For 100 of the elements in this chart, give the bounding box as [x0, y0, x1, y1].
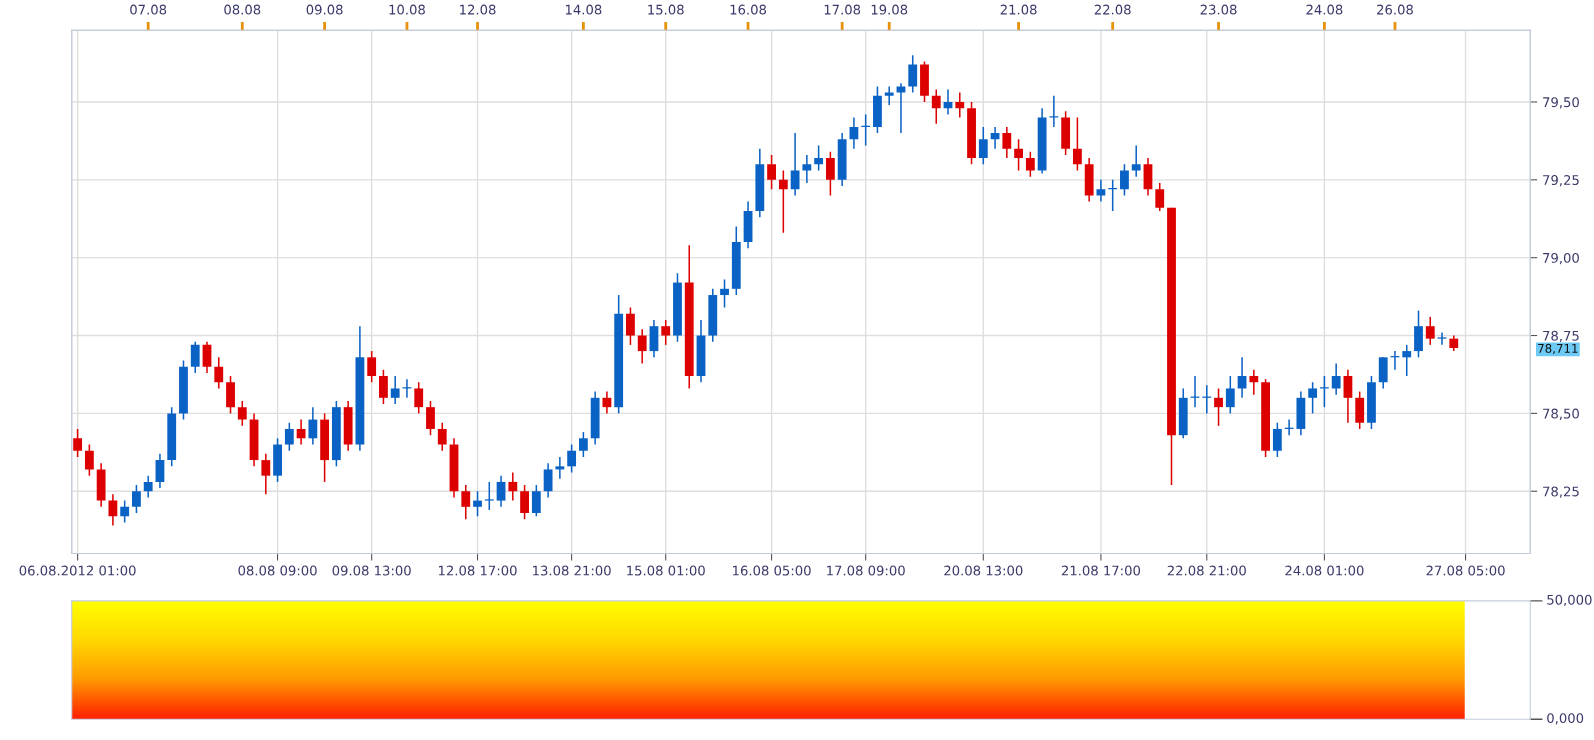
candlestick — [1225, 375, 1235, 415]
candlestick — [426, 400, 435, 436]
candlestick — [578, 431, 588, 458]
text: 15.08 — [648, 4, 684, 15]
x-tick-label: 20.08 13:00 — [944, 565, 1023, 576]
candlestick — [520, 484, 529, 521]
candlestick — [1437, 331, 1447, 346]
candlestick — [190, 340, 200, 374]
candlestick — [978, 126, 988, 166]
x-tick-label: 22.08 21:00 — [1167, 565, 1246, 576]
candlestick — [790, 132, 800, 197]
x-tick-label: 08.08 09:00 — [238, 565, 317, 576]
x-tick-label: 16.08 05:00 — [733, 565, 811, 576]
x-tick-label: 21.08 17:00 — [1061, 565, 1141, 576]
text: 08.08 — [224, 4, 261, 15]
y-tick-label: 78,25 — [1543, 486, 1579, 498]
candlestick — [543, 462, 553, 499]
candlestick — [108, 493, 118, 527]
candlestick — [720, 278, 729, 309]
candlestick — [155, 453, 165, 489]
candlestick — [555, 456, 565, 480]
text: 22.08 — [1094, 4, 1131, 15]
text: 50,000 — [1547, 594, 1592, 607]
candlestick — [390, 375, 400, 405]
y-tick-label: 79,50 — [1543, 97, 1579, 109]
candlestick — [1155, 182, 1165, 212]
candlestick — [1402, 344, 1412, 377]
candlestick — [84, 443, 94, 477]
candlestick — [379, 369, 388, 405]
candlestick — [284, 421, 294, 452]
candlestick — [896, 82, 906, 134]
candlestick — [661, 319, 671, 346]
text: 26.08 — [1377, 4, 1413, 15]
text: 16.08 — [730, 4, 767, 15]
text: 24.08 — [1306, 4, 1343, 15]
x-tick-label: 17.08 09:00 — [827, 565, 905, 576]
y-tick-label: 79,25 — [1543, 175, 1579, 187]
candlestick — [214, 356, 224, 390]
x-tick-label: 24.08 01:00 — [1285, 565, 1364, 576]
candlestick — [1214, 387, 1223, 427]
text: 21.08 — [1000, 4, 1037, 15]
candlestick — [1120, 163, 1129, 197]
candlestick — [1249, 369, 1259, 396]
text: 14.08 — [565, 4, 602, 15]
x-tick-label: 09.08 13:00 — [332, 565, 411, 576]
candlestick — [1331, 362, 1341, 396]
candlestick — [931, 88, 941, 125]
x-tick-label: 15.08 01:00 — [627, 565, 705, 576]
candlestick — [1308, 381, 1318, 415]
candlestick — [414, 381, 424, 415]
candlestick — [1072, 116, 1082, 172]
x-tick-label: 06.08.2012 01:00 — [19, 565, 136, 576]
candlestick — [626, 306, 635, 346]
candlestick — [637, 328, 647, 365]
text: 09.08 — [306, 4, 343, 15]
candlestick — [296, 418, 306, 446]
candlestick — [1002, 126, 1012, 159]
candlestick — [132, 484, 141, 514]
candlestick — [461, 484, 471, 521]
text: 07.08 — [130, 4, 167, 15]
text: 23.08 — [1200, 4, 1237, 15]
candlestick — [496, 474, 506, 508]
text: 17.08 — [824, 4, 861, 15]
candlestick — [120, 499, 130, 524]
y-tick-label: 79,00 — [1543, 252, 1579, 265]
candlestick — [802, 154, 812, 184]
candlestick — [237, 400, 247, 427]
candlestick — [73, 428, 83, 458]
candlestick — [531, 484, 541, 517]
text: 10.08 — [389, 4, 425, 15]
candlestick — [1025, 151, 1035, 178]
candlestick — [825, 151, 835, 197]
candlestick — [261, 453, 271, 496]
candlestick — [1425, 316, 1435, 346]
candlestick — [767, 154, 776, 190]
candlestick — [567, 443, 577, 474]
candlestick — [1014, 138, 1023, 172]
candlestick — [814, 144, 824, 172]
y-tick-label: 78,75 — [1543, 330, 1579, 343]
text: 19.08 — [871, 4, 908, 15]
x-tick-label: 12.08 17:00 — [438, 565, 517, 576]
candlestick — [308, 406, 318, 446]
candlestick — [1131, 144, 1141, 178]
text: 0,000 — [1547, 713, 1584, 725]
candlestick — [778, 169, 788, 234]
x-tick-label: 27.08 05:00 — [1426, 565, 1505, 576]
candlestick — [884, 85, 894, 106]
candlestick — [955, 91, 965, 119]
candlestick — [1049, 94, 1059, 128]
candlestick — [602, 390, 612, 415]
candlestick — [473, 490, 482, 517]
x-tick-label: 13.08 21:00 — [533, 565, 611, 576]
candlestick — [908, 54, 918, 94]
candlestick — [202, 340, 212, 374]
candlestick — [367, 350, 377, 384]
candlestick — [1343, 369, 1353, 424]
candlestick — [437, 421, 447, 452]
text: 12.08 — [460, 4, 496, 15]
text: 78,711 — [1538, 343, 1578, 354]
y-tick-label: 78,50 — [1543, 408, 1579, 420]
